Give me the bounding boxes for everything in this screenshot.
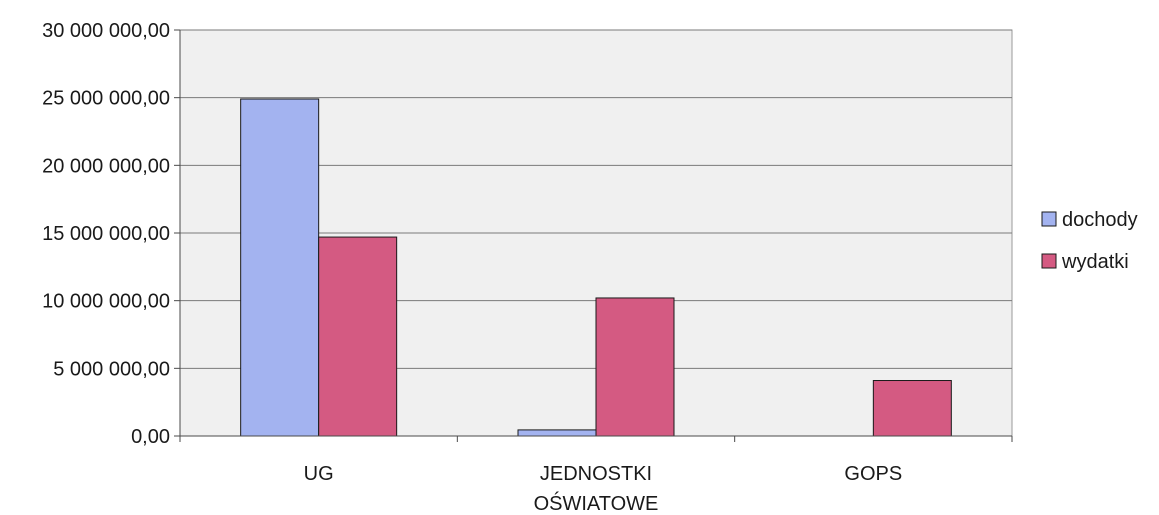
y-tick-label: 15 000 000,00 (42, 223, 170, 245)
y-axis-tick-labels: 0,00 5 000 000,00 10 000 000,00 15 000 000,… (42, 20, 170, 448)
y-tick-label: 10 000 000,00 (42, 291, 170, 313)
legend: dochody wydatki (1041, 209, 1138, 273)
bar-dochody-1 (517, 429, 597, 437)
bars (240, 98, 952, 437)
bar-wydatki-0 (318, 236, 398, 437)
legend-swatch-dochody (1041, 211, 1057, 227)
x-category-label: GOPS (844, 463, 902, 485)
x-axis-category-labels: UG JEDNOSTKI OŚWIATOWE GOPS (304, 463, 903, 515)
y-tick-label: 25 000 000,00 (42, 88, 170, 110)
bar-dochody-0 (240, 98, 320, 437)
legend-swatch-wydatki (1041, 253, 1057, 269)
x-category-label: UG (304, 463, 334, 485)
axes (174, 29, 1013, 442)
bar-wydatki-2 (872, 380, 952, 437)
y-tick-label: 20 000 000,00 (42, 155, 170, 177)
y-tick-label: 30 000 000,00 (42, 20, 170, 42)
legend-label-dochody: dochody (1062, 209, 1138, 231)
x-category-label: JEDNOSTKI OŚWIATOWE (534, 463, 659, 515)
legend-label-wydatki: wydatki (1061, 251, 1129, 273)
y-tick-label: 0,00 (131, 426, 170, 448)
bar-wydatki-1 (595, 297, 675, 437)
y-tick-label: 5 000 000,00 (53, 358, 170, 380)
